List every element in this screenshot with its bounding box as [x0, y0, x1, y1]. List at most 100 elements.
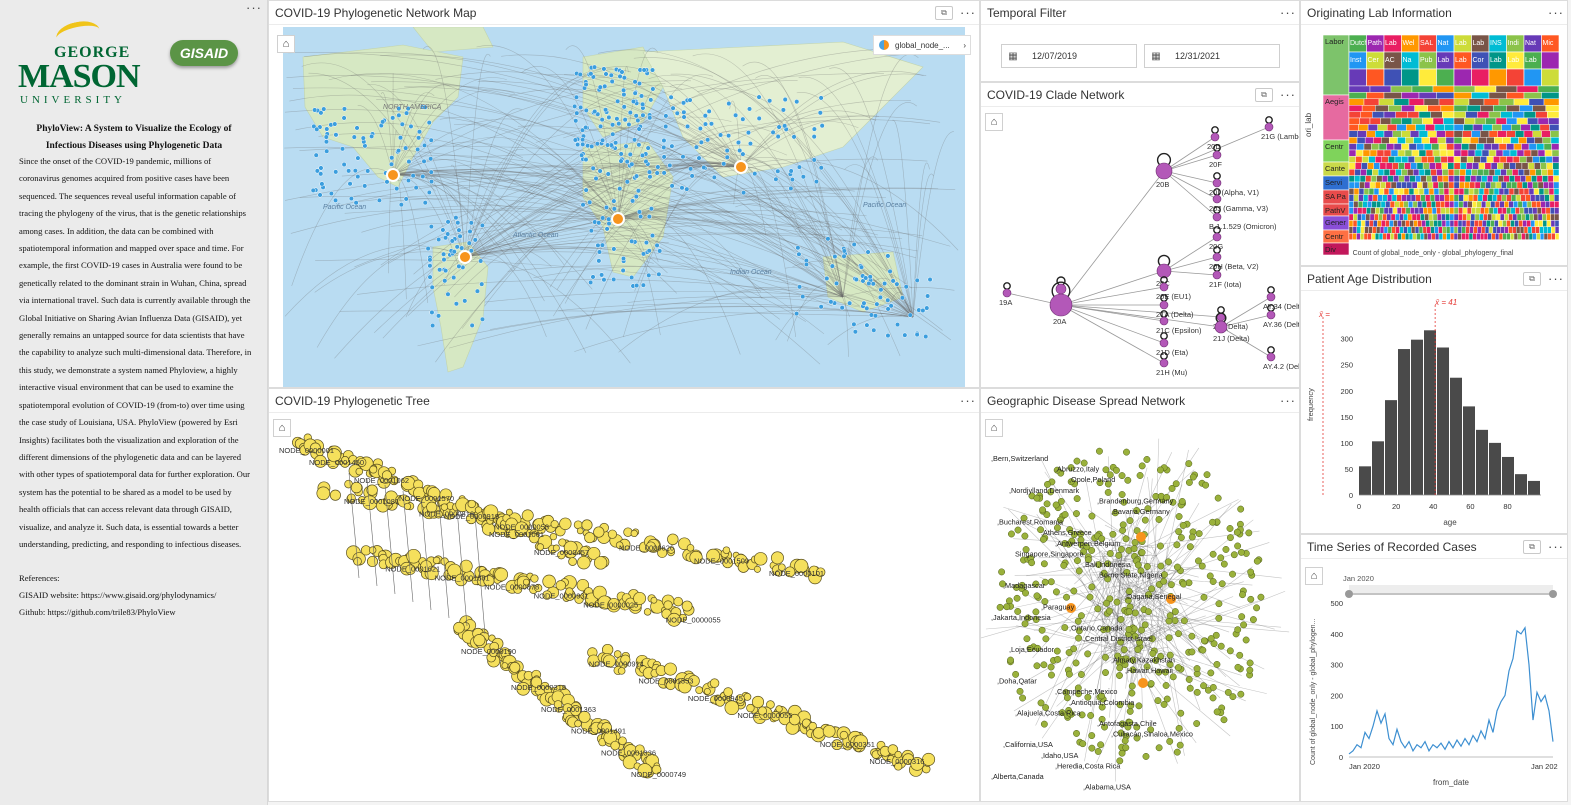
geo-node — [1024, 614, 1032, 622]
geo-node — [1012, 670, 1020, 678]
geo-node — [1079, 740, 1087, 748]
flow-line — [798, 76, 914, 318]
tree-node — [753, 565, 761, 573]
ts-more-icon[interactable]: ··· — [1548, 539, 1564, 554]
clade-home-icon[interactable]: ⌂ — [985, 113, 1003, 131]
flow-line — [392, 163, 777, 236]
case-point — [684, 186, 690, 192]
case-point — [726, 133, 732, 139]
geo-edge — [1128, 521, 1182, 594]
lab-more-icon[interactable]: ··· — [1548, 5, 1564, 20]
geo-place-label: ,Culiacán,Sinaloa,Mexico — [1111, 730, 1193, 739]
geo-node — [1239, 591, 1246, 599]
lab-tile — [1453, 136, 1463, 144]
lab-tile — [1413, 188, 1420, 195]
flow-line — [299, 196, 844, 298]
lab-tile — [1510, 136, 1519, 144]
geo-node — [1022, 589, 1029, 597]
geo-home-icon[interactable]: ⌂ — [985, 419, 1003, 437]
lab-tile — [1429, 162, 1436, 170]
lab-tile — [1366, 207, 1372, 215]
case-point — [925, 293, 931, 299]
age-more-icon[interactable]: ··· — [1548, 271, 1564, 286]
flow-line — [464, 187, 939, 258]
case-point — [341, 115, 347, 121]
lab-tile — [1498, 220, 1503, 227]
geo-place-label: ,Dagana,Senegal — [1125, 592, 1182, 601]
geo-edge — [1079, 590, 1144, 655]
ts-xtick-end: Jan 202 — [1531, 762, 1558, 771]
geo-network[interactable]: ,Bern,Switzerland,Abruzzo,Italy,Opole,Po… — [981, 413, 1299, 801]
lab-tile — [1453, 130, 1463, 138]
flow-line — [533, 265, 914, 318]
geo-node — [1113, 598, 1121, 606]
case-point — [882, 281, 888, 287]
case-point — [688, 166, 694, 172]
end-date-input[interactable]: ▦ 12/31/2021 — [1144, 44, 1280, 68]
lab-tile — [1417, 200, 1423, 208]
geo-node — [1034, 644, 1042, 652]
ts-home-icon[interactable]: ⌂ — [1305, 567, 1323, 585]
geo-node — [1124, 476, 1132, 484]
geo-card: Geographic Disease Spread Network ··· ,B… — [980, 388, 1300, 802]
geo-more-icon[interactable]: ··· — [1280, 393, 1296, 408]
clade-more-icon[interactable]: ··· — [1280, 87, 1296, 102]
lab-tile — [1370, 175, 1377, 183]
geo-node — [1179, 522, 1187, 529]
case-point — [396, 112, 402, 118]
geo-node — [1117, 729, 1125, 737]
temporal-more-icon[interactable]: ··· — [1280, 5, 1296, 20]
lab-tile — [1360, 168, 1367, 176]
age-bar — [1372, 441, 1384, 495]
tree-node-label: NODE_0001509 — [694, 556, 749, 565]
ref-gisaid-link[interactable]: GISAID website: https://www.gisaid.org/p… — [19, 590, 217, 600]
clade-node — [1159, 282, 1169, 292]
lab-tile — [1359, 181, 1365, 189]
flow-line — [454, 217, 619, 298]
ts-ytick: 500 — [1330, 599, 1343, 608]
ts-action-icon[interactable]: ⧉ — [1523, 539, 1541, 554]
lab-tile — [1532, 104, 1547, 112]
map-action-icon[interactable]: ⧉ — [935, 5, 953, 20]
clade-label: 21H (Mu) — [1156, 368, 1188, 377]
lab-tile — [1348, 226, 1354, 234]
tree-home-icon[interactable]: ⌂ — [273, 419, 291, 437]
lab-tile — [1444, 194, 1450, 202]
case-point — [619, 69, 625, 75]
lab-tile — [1539, 194, 1545, 202]
geo-node — [1126, 517, 1134, 525]
tree-more-icon[interactable]: ··· — [960, 393, 976, 408]
clade-action-icon[interactable]: ⧉ — [1255, 87, 1273, 102]
tree-node — [651, 764, 662, 775]
geo-node — [1134, 646, 1142, 654]
case-point — [413, 185, 419, 191]
age-action-icon[interactable]: ⧉ — [1523, 271, 1541, 286]
case-point — [429, 309, 435, 315]
case-point — [605, 142, 611, 148]
lab-tile — [1418, 130, 1428, 138]
map-home-icon[interactable]: ⌂ — [277, 35, 295, 53]
geo-place-label: Singapore,Singapore — [1015, 549, 1084, 558]
geo-node — [1141, 516, 1149, 524]
lab-treemap[interactable]: ori_lab Count of global_node_only - glob… — [1301, 27, 1567, 265]
map-legend-chip[interactable]: global_node_... › — [873, 35, 971, 55]
tree-edge — [384, 484, 396, 595]
lab-tile — [1442, 168, 1449, 176]
tree-node-label: NODE_0001081 — [344, 497, 399, 506]
start-date-input[interactable]: ▦ 12/07/2019 — [1001, 44, 1137, 68]
lab-tile — [1488, 226, 1494, 234]
flow-line — [789, 211, 844, 298]
map-more-icon[interactable]: ··· — [960, 5, 976, 20]
lab-tile — [1392, 130, 1402, 138]
info-more-icon[interactable]: ··· — [246, 0, 262, 15]
ref-github-link[interactable]: Github: https://github.com/trile83/Phylo… — [19, 607, 176, 617]
geo-node — [1198, 562, 1206, 570]
lab-tile — [1488, 207, 1494, 215]
phylo-tree[interactable]: NODE_0000001NODE_0000053NODE_0000025NODE… — [269, 413, 979, 801]
lab-tile — [1483, 188, 1490, 195]
tree-node — [746, 703, 755, 713]
